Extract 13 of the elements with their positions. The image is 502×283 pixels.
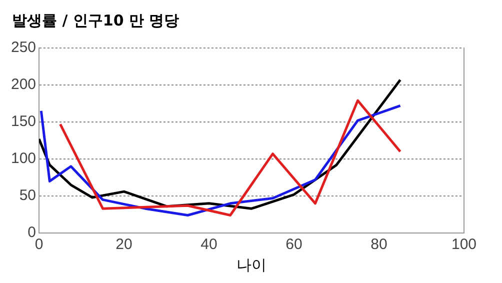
y-tick-label: 250 [10,39,36,56]
chart-title: 발생률 / 인구10 만 명당 [12,11,180,30]
y-tick-label: 50 [19,187,36,204]
x-axis-title: 나이 [236,256,267,274]
x-tick-label: 20 [116,236,132,254]
x-tick-label: 80 [370,236,388,254]
y-tick-label: 0 [28,224,36,242]
y-tick-label: 200 [10,76,36,94]
y-tick-label: 150 [10,113,36,130]
x-tick-label: 60 [286,236,302,254]
x-tick-label: 100 [451,236,477,254]
x-tick-label: 40 [200,236,218,254]
y-tick-label: 100 [10,150,36,168]
